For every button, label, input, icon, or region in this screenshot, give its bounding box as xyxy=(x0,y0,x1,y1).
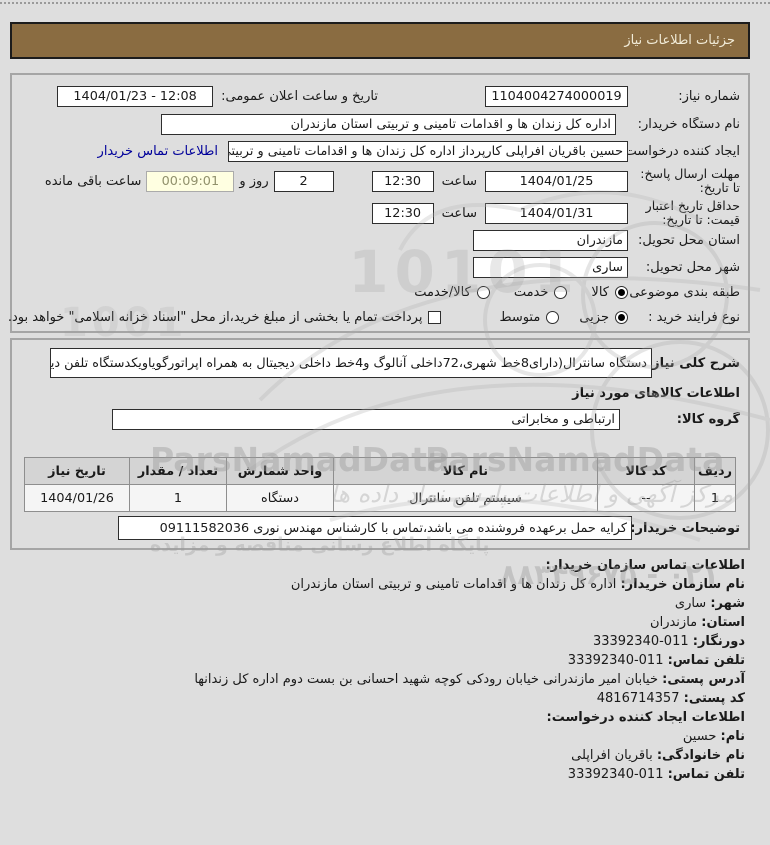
delivery-city-row: شهر محل تحویل: ساری xyxy=(20,256,740,278)
purchase-process-row: نوع فرآیند خرید : جزیی متوسط پرداخت تمام… xyxy=(8,306,740,328)
category-option-goods[interactable]: کالا xyxy=(591,285,628,300)
reply-hour-label: ساعت xyxy=(441,173,477,189)
request-creator-field[interactable]: حسین باقریان افراپلی کارپرداز اداره کل ز… xyxy=(228,140,628,162)
price-validity-date-field[interactable]: 1404/01/31 xyxy=(485,202,628,224)
request-creator-row: ایجاد کننده درخواست: حسین باقریان افراپل… xyxy=(20,140,740,162)
category-option-service[interactable]: خدمت xyxy=(514,285,568,300)
contact-line: استان: مازندران xyxy=(650,615,745,630)
radio-minor-icon[interactable] xyxy=(615,310,628,324)
delivery-province-row: استان محل تحویل: مازندران xyxy=(20,229,740,251)
subject-category-label: طبقه بندی موضوعی: xyxy=(628,284,740,300)
page-title: جزئیات اطلاعات نیاز xyxy=(624,33,735,48)
cell-item-code: -- xyxy=(598,485,694,511)
delivery-city-field[interactable]: ساری xyxy=(473,256,628,278)
radio-goods-icon[interactable] xyxy=(615,285,628,299)
need-number-field[interactable]: 1104004274000019 xyxy=(485,85,628,107)
buyer-org-label: نام دستگاه خریدار: xyxy=(637,116,740,132)
delivery-province-field[interactable]: مازندران xyxy=(473,229,628,251)
buyer-note-label: توضیحات خریدار: xyxy=(632,520,740,536)
items-panel: شرح کلی نیاز: دستگاه سانترال(دارای8خط شه… xyxy=(10,338,750,550)
announce-datetime-label: تاریخ و ساعت اعلان عمومی: xyxy=(221,88,378,104)
goods-group-row: گروه کالا: ارتباطی و مخابراتی xyxy=(20,408,740,430)
need-description-field[interactable]: دستگاه سانترال(دارای8خط شهری،72داخلی آنا… xyxy=(50,348,652,378)
treasury-payment-option[interactable]: پرداخت تمام یا بخشی از مبلغ خرید،از محل … xyxy=(8,310,442,325)
buyer-contact-link[interactable]: اطلاعات تماس خریدار xyxy=(97,143,218,159)
contact-info-section: اطلاعات تماس سازمان خریدار: نام سازمان خ… xyxy=(15,556,745,784)
category-option-goods-service[interactable]: کالا/خدمت xyxy=(414,285,490,300)
items-section-heading: اطلاعات کالاهای مورد نیاز xyxy=(572,386,740,401)
top-dotted-divider xyxy=(0,2,770,4)
need-number-row: شماره نیاز: 1104004274000019 تاریخ و ساع… xyxy=(20,85,740,107)
remaining-days-field[interactable]: 2 xyxy=(273,170,334,192)
contact-line: دورنگار: 33392340-011 xyxy=(592,634,745,649)
announce-datetime-field[interactable]: 1404/01/23 - 12:08 xyxy=(57,85,214,107)
general-info-panel: شماره نیاز: 1104004274000019 تاریخ و ساع… xyxy=(8,73,750,333)
radio-medium-icon[interactable] xyxy=(546,310,560,324)
delivery-province-label: استان محل تحویل: xyxy=(638,232,740,248)
goods-group-field[interactable]: ارتباطی و مخابراتی xyxy=(112,408,620,430)
col-header-need-date: تاریخ نیاز xyxy=(25,458,129,484)
cell-item-name: سیستم تلفن سانترال xyxy=(334,485,597,511)
reply-deadline-time-field[interactable]: 12:30 xyxy=(371,170,434,192)
days-suffix-label: روز و xyxy=(239,173,269,189)
price-validity-time-field[interactable]: 12:30 xyxy=(371,202,434,224)
price-validity-label: حداقل تاریخ اعتبار قیمت: تا تاریخ: xyxy=(645,199,740,227)
reply-deadline-date-field[interactable]: 1404/01/25 xyxy=(485,170,628,192)
cell-quantity: 1 xyxy=(130,485,226,511)
buyer-contact-heading: اطلاعات تماس سازمان خریدار: xyxy=(545,558,745,573)
treasury-checkbox-icon[interactable] xyxy=(428,310,442,324)
validity-hour-label: ساعت xyxy=(441,205,477,221)
need-number-label: شماره نیاز: xyxy=(678,88,740,104)
col-header-unit: واحد شمارش xyxy=(227,458,333,484)
col-header-item-name: نام کالا xyxy=(334,458,597,484)
contact-line: تلفن تماس: 33392340-011 xyxy=(567,767,745,782)
reply-deadline-label: مهلت ارسال پاسخ: تا تاریخ: xyxy=(640,167,740,195)
cell-need-date: 1404/01/26 xyxy=(25,485,129,511)
page-title-bar: جزئیات اطلاعات نیاز xyxy=(10,22,750,59)
need-description-label: شرح کلی نیاز: xyxy=(652,355,740,371)
items-table: ردیف کد کالا نام کالا واحد شمارش تعداد /… xyxy=(24,457,736,512)
reply-deadline-row: مهلت ارسال پاسخ: تا تاریخ: 1404/01/25 سا… xyxy=(20,165,740,197)
buyer-note-row: توضیحات خریدار: کرایه حمل برعهده فروشنده… xyxy=(20,516,740,540)
col-header-row-number: ردیف xyxy=(695,458,735,484)
contact-line: کد پستی: 4816714357 xyxy=(596,691,745,706)
contact-line: نام سازمان خریدار: اداره کل زندان ها و ا… xyxy=(290,577,745,592)
col-header-quantity: تعداد / مقدار xyxy=(130,458,226,484)
cell-row-number: 1 xyxy=(695,485,735,511)
treasury-checkbox-label: پرداخت تمام یا بخشی از مبلغ خرید،از محل … xyxy=(7,309,423,325)
process-option-minor[interactable]: جزیی xyxy=(579,310,628,325)
contact-line: نام خانوادگی: باقریان افراپلی xyxy=(571,748,745,763)
process-option-medium[interactable]: متوسط xyxy=(499,310,560,325)
buyer-note-field[interactable]: کرایه حمل برعهده فروشنده می باشد،تماس با… xyxy=(118,516,632,540)
creator-contact-heading: اطلاعات ایجاد کننده درخواست: xyxy=(546,710,745,725)
request-creator-label: ایجاد کننده درخواست: xyxy=(628,143,740,159)
radio-goods-service-icon[interactable] xyxy=(476,285,490,299)
need-description-row: شرح کلی نیاز: دستگاه سانترال(دارای8خط شه… xyxy=(20,348,740,378)
countdown-timer: 00:09:01 xyxy=(146,170,235,192)
goods-group-label: گروه کالا: xyxy=(676,411,740,427)
contact-line: نام: حسین xyxy=(682,729,745,744)
cell-unit: دستگاه xyxy=(227,485,333,511)
radio-service-icon[interactable] xyxy=(554,285,568,299)
price-validity-row: حداقل تاریخ اعتبار قیمت: تا تاریخ: 1404/… xyxy=(20,197,740,229)
contact-line: آدرس پستی: خیابان امیر مازندرانی خیابان … xyxy=(194,672,745,687)
buyer-org-field[interactable]: اداره کل زندان ها و اقدامات تامینی و ترب… xyxy=(161,113,616,135)
buyer-org-row: نام دستگاه خریدار: اداره کل زندان ها و ا… xyxy=(20,113,740,135)
delivery-city-label: شهر محل تحویل: xyxy=(645,259,740,275)
contact-line: تلفن تماس: 33392340-011 xyxy=(567,653,745,668)
contact-line: شهر: ساری xyxy=(674,596,745,611)
remaining-suffix-label: ساعت باقی مانده xyxy=(44,173,142,189)
purchase-process-label: نوع فرآیند خرید : xyxy=(648,309,740,325)
col-header-item-code: کد کالا xyxy=(598,458,694,484)
subject-category-row: طبقه بندی موضوعی: کالا خدمت کالا/خدمت xyxy=(20,281,740,303)
